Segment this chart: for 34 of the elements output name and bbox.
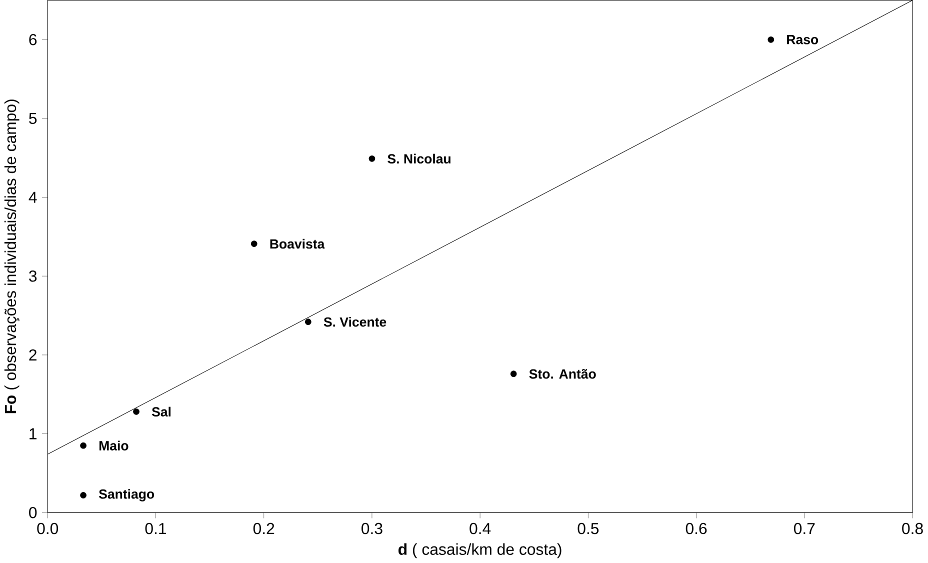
x-tick-label: 0.3: [362, 523, 382, 534]
y-tick-label: 2: [29, 350, 36, 361]
point: [304, 318, 312, 326]
point: [250, 240, 258, 248]
y-tick-label: 1: [30, 428, 36, 440]
annotation: Raso: [787, 35, 818, 45]
annotation: S. Vicente: [324, 317, 386, 327]
point: [768, 36, 774, 44]
point: [80, 492, 86, 499]
annotation: Sto. Antão: [529, 369, 596, 379]
x-axis-title: d ( casais/km de costa): [398, 544, 562, 558]
x-tick-label: 0.1: [145, 523, 166, 534]
annotation: Sal: [152, 407, 171, 417]
annotation: Santiago: [98, 489, 154, 502]
x-tick-label: 0.4: [470, 523, 491, 534]
x-tick-label: 0.0: [37, 523, 58, 534]
annotation: Maio: [99, 440, 128, 451]
x-tick-label: 0.8: [902, 523, 923, 534]
point: [80, 442, 86, 449]
y-tick-label: 5: [29, 113, 37, 124]
y-tick-label: 4: [28, 192, 37, 204]
y-axis-title: Fo ( observações individuais/dias de campo): [4, 100, 20, 414]
y-tick-label: 0: [29, 507, 37, 518]
y-tick-label: 3: [29, 270, 37, 282]
x-tick-label: 0.2: [253, 523, 274, 534]
x-tick-label: 0.6: [686, 523, 707, 534]
y-tick-label: 6: [29, 34, 37, 46]
annotation: Boavista: [270, 239, 325, 249]
annotation: S. Nicolau: [388, 154, 450, 164]
point: [133, 408, 140, 416]
x-tick-label: 0.5: [578, 523, 599, 534]
x-tick-label: 0.7: [794, 523, 815, 534]
point: [368, 156, 376, 162]
point: [510, 370, 517, 378]
